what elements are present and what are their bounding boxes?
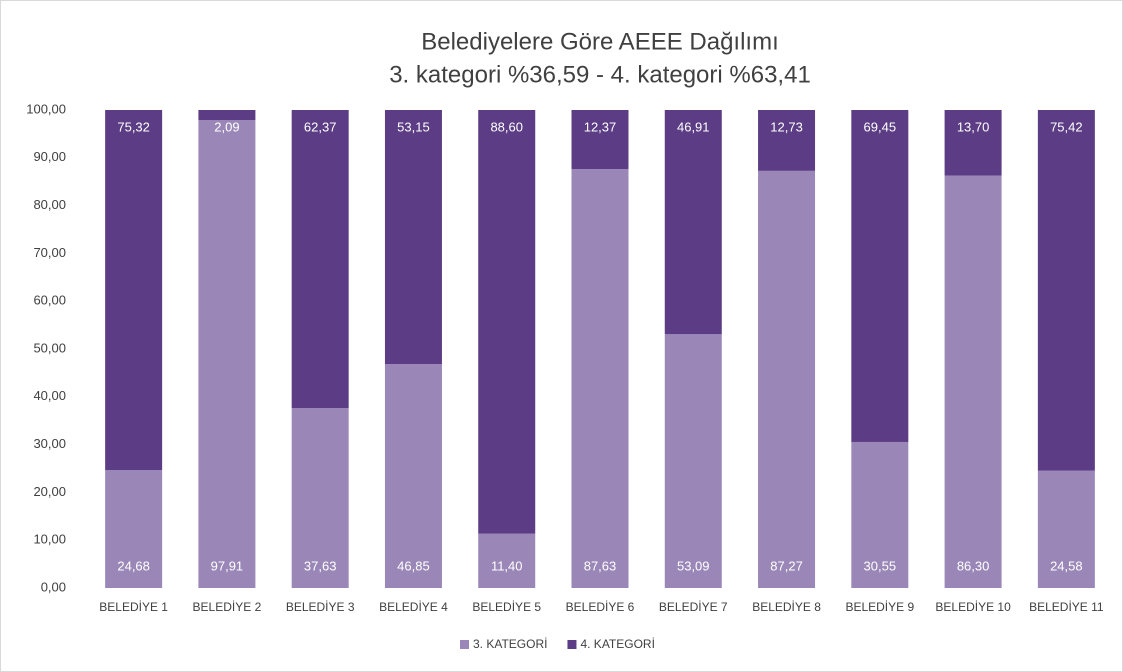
y-tick-label: 0,00 xyxy=(41,579,66,594)
bar-segment xyxy=(478,533,536,588)
bar-segment xyxy=(198,110,256,120)
y-tick-label: 20,00 xyxy=(33,484,66,499)
data-label: 87,63 xyxy=(584,558,617,573)
y-tick-label: 70,00 xyxy=(33,245,66,260)
bar-segment xyxy=(198,119,256,588)
legend-label: 3. KATEGORİ xyxy=(473,637,547,651)
data-label: 53,15 xyxy=(397,119,430,134)
legend-swatch xyxy=(460,640,469,649)
x-tick-label: BELEDİYE 9 xyxy=(845,600,914,614)
x-tick-label: BELEDİYE 6 xyxy=(566,600,635,614)
y-tick-label: 60,00 xyxy=(33,293,66,308)
bar-segment xyxy=(384,110,442,365)
data-label: 75,32 xyxy=(117,119,150,134)
y-tick-label: 100,00 xyxy=(26,101,66,116)
x-tick-label: BELEDİYE 3 xyxy=(286,600,355,614)
y-tick-label: 90,00 xyxy=(33,149,66,164)
x-tick-label: BELEDİYE 7 xyxy=(659,600,728,614)
chart-title: Belediyelere Göre AEEE Dağılımı xyxy=(421,28,779,55)
data-label: 46,91 xyxy=(677,119,710,134)
data-label: 12,37 xyxy=(584,119,617,134)
bar-segment xyxy=(291,110,349,409)
data-label: 75,42 xyxy=(1050,119,1083,134)
data-label: 2,09 xyxy=(214,119,239,134)
x-tick-label: BELEDİYE 4 xyxy=(379,600,448,614)
data-label: 97,91 xyxy=(211,558,244,573)
data-label: 11,40 xyxy=(491,558,523,573)
bar-segment xyxy=(944,175,1002,588)
bar-segment xyxy=(664,334,722,588)
x-tick-label: BELEDİYE 10 xyxy=(935,600,1011,614)
bar-segment xyxy=(758,110,816,171)
bar-segment xyxy=(105,110,163,471)
data-label: 24,68 xyxy=(117,558,150,573)
bar-segment xyxy=(851,110,909,442)
data-label: 69,45 xyxy=(864,119,897,134)
x-tick-label: BELEDİYE 1 xyxy=(99,600,168,614)
y-tick-label: 80,00 xyxy=(33,197,66,212)
data-label: 12,73 xyxy=(770,119,803,134)
bar-segment xyxy=(478,110,536,534)
legend-label: 4. KATEGORİ xyxy=(580,637,654,651)
bar-segment xyxy=(851,441,909,588)
x-tick-label: BELEDİYE 8 xyxy=(752,600,821,614)
data-label: 46,85 xyxy=(397,558,430,573)
bar-segment xyxy=(758,170,816,588)
chart-subtitle: 3. kategori %36,59 - 4. kategori %63,41 xyxy=(389,61,811,88)
bar-segment xyxy=(384,364,442,588)
bar-segment xyxy=(664,110,722,335)
legend-swatch xyxy=(567,640,577,649)
y-tick-label: 30,00 xyxy=(33,436,66,451)
bar-segment xyxy=(944,110,1002,176)
y-tick-label: 50,00 xyxy=(33,340,66,355)
x-tick-label: BELEDİYE 11 xyxy=(1029,600,1104,614)
bar-segment xyxy=(1037,470,1095,588)
data-label: 53,09 xyxy=(677,558,710,573)
y-tick-label: 10,00 xyxy=(33,532,66,547)
bar-segment xyxy=(1037,110,1095,471)
bar-segment xyxy=(571,169,629,588)
data-label: 86,30 xyxy=(957,558,990,573)
bar-segment xyxy=(105,470,163,588)
data-label: 87,27 xyxy=(770,558,803,573)
bar-segment xyxy=(291,408,349,588)
data-label: 13,70 xyxy=(957,119,990,134)
x-tick-label: BELEDİYE 2 xyxy=(193,600,262,614)
data-label: 88,60 xyxy=(490,119,523,134)
bar-segment xyxy=(571,110,629,170)
x-tick-label: BELEDİYE 5 xyxy=(472,600,541,614)
data-label: 37,63 xyxy=(304,558,337,573)
data-label: 30,55 xyxy=(864,558,897,573)
data-label: 62,37 xyxy=(304,119,337,134)
data-label: 24,58 xyxy=(1050,558,1083,573)
y-tick-label: 40,00 xyxy=(33,388,66,403)
